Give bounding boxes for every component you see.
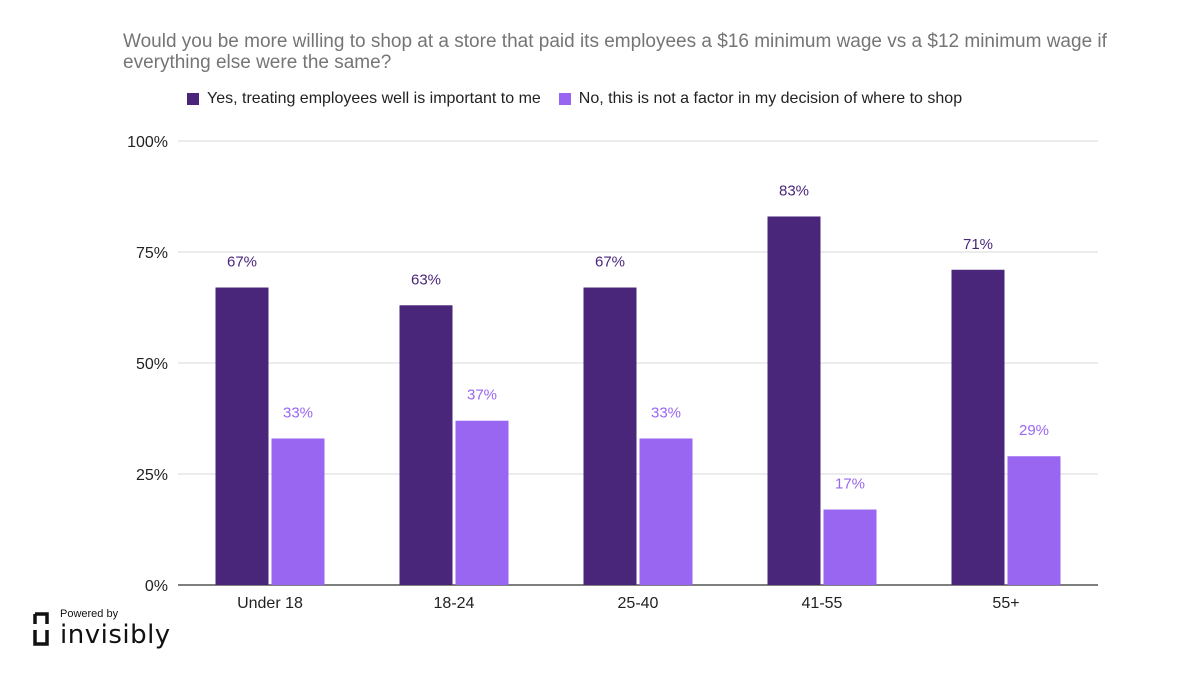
legend: Yes, treating employees well is importan… [187, 90, 962, 108]
data-label: 67% [595, 254, 625, 271]
bar-no [639, 438, 693, 585]
x-tick-label: 41-55 [802, 595, 843, 612]
bar-yes [399, 305, 453, 585]
x-tick-label: 25-40 [618, 595, 659, 612]
y-tick-label: 25% [136, 467, 168, 484]
x-tick-label: Under 18 [237, 595, 303, 612]
legend-swatch-yes [187, 93, 199, 105]
bar-no [455, 420, 509, 585]
data-label: 29% [1019, 422, 1049, 439]
legend-item-yes: Yes, treating employees well is importan… [187, 90, 541, 108]
data-label: 71% [963, 236, 993, 253]
bar-yes [583, 287, 637, 585]
data-label: 33% [651, 404, 681, 421]
data-label: 33% [283, 404, 313, 421]
bar-yes [767, 216, 821, 586]
y-tick-label: 75% [136, 245, 168, 262]
bar-yes [215, 287, 269, 585]
y-tick-label: 0% [145, 578, 168, 595]
legend-item-no: No, this is not a factor in my decision … [558, 90, 963, 108]
legend-label-no: No, this is not a factor in my decision … [578, 90, 963, 107]
data-label: 63% [411, 271, 441, 288]
data-label: 17% [835, 476, 865, 493]
invisibly-logo-icon [33, 611, 49, 646]
chart-title: Would you be more willing to shop at a s… [123, 31, 1107, 73]
x-tick-label: 18-24 [434, 595, 475, 612]
x-tick-label: 55+ [992, 595, 1019, 612]
legend-label-yes: Yes, treating employees well is importan… [207, 90, 541, 107]
bar-no [1007, 456, 1061, 585]
data-label: 67% [227, 254, 257, 271]
powered-by-text: Powered by [60, 608, 119, 620]
bar-no [271, 438, 325, 585]
bar-no [823, 509, 877, 585]
legend-swatch-no [558, 93, 571, 105]
brand-logo: Powered by invisibly [32, 608, 171, 649]
data-label: 83% [779, 182, 809, 199]
bar-yes [951, 269, 1005, 585]
brand-name: invisibly [60, 620, 171, 650]
y-tick-label: 100% [127, 134, 168, 151]
data-label: 37% [467, 387, 497, 404]
y-tick-label: 50% [136, 356, 168, 373]
